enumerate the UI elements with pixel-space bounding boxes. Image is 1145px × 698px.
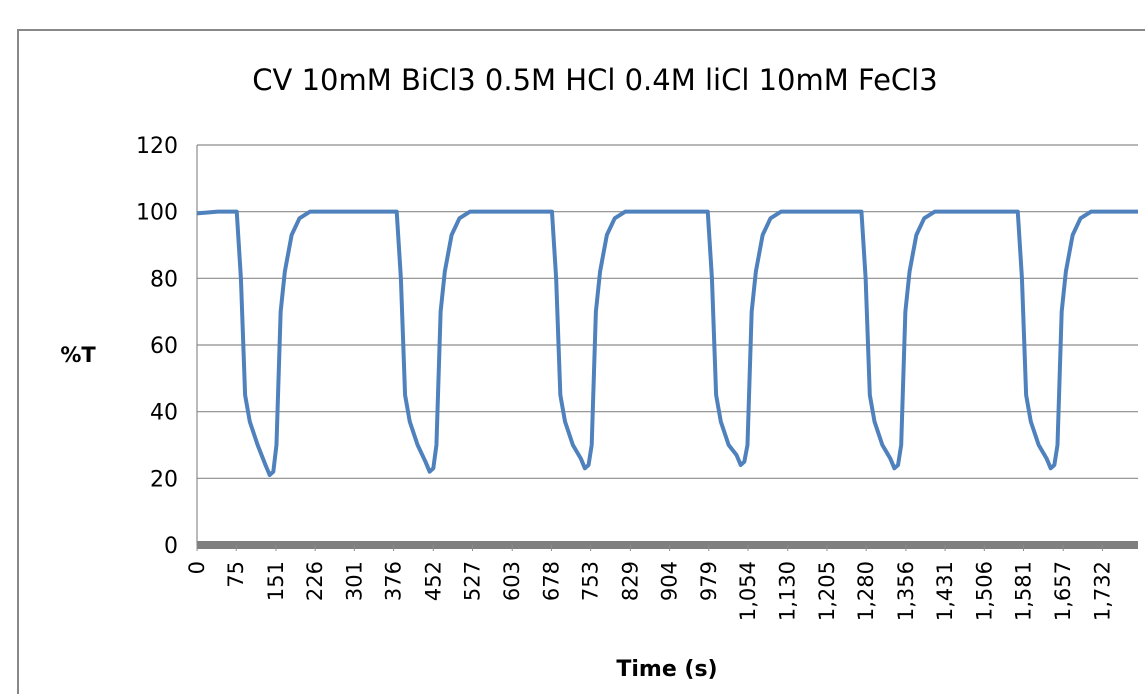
- x-tick-label: 1,581: [1012, 561, 1036, 621]
- x-tick-label: 1,205: [815, 561, 839, 621]
- y-tick-label: 100: [136, 201, 178, 226]
- x-tick-label: 753: [579, 561, 603, 601]
- x-tick-label: 1,732: [1090, 561, 1114, 621]
- x-tick-label: 527: [461, 561, 485, 601]
- y-tick-label: 40: [150, 401, 178, 426]
- x-tick-label: 75: [224, 561, 248, 588]
- x-axis-label: Time (s): [616, 657, 717, 682]
- x-tick-label: 678: [539, 561, 563, 601]
- x-tick-label: 452: [421, 561, 445, 601]
- y-tick-label: 60: [150, 334, 178, 359]
- chart-title: CV 10mM BiCl3 0.5M HCl 0.4M liCl 10mM Fe…: [252, 63, 937, 97]
- x-tick-label: 829: [618, 561, 642, 601]
- x-tick-label: 0: [185, 561, 209, 574]
- x-tick-label: 1,506: [972, 561, 996, 621]
- x-tick-label: 151: [264, 561, 288, 601]
- x-tick-label: 979: [697, 561, 721, 601]
- x-tick-label: 1,657: [1051, 561, 1075, 621]
- x-tick-label: 904: [658, 561, 682, 601]
- x-tick-label: 1,130: [776, 561, 800, 621]
- chart-border: [17, 29, 1145, 698]
- y-tick-label: 80: [150, 267, 178, 292]
- y-axis-label: %T: [60, 343, 96, 367]
- x-tick-label: 1,280: [854, 561, 878, 621]
- x-tick-label: 1,431: [933, 561, 957, 621]
- y-tick-label: 0: [164, 534, 178, 559]
- x-tick-label: 1,356: [894, 561, 918, 621]
- data-line: [196, 209, 1138, 477]
- x-tick-label: 603: [500, 561, 524, 601]
- x-tick-label: 1,054: [736, 561, 760, 621]
- x-tick-label: 226: [303, 561, 327, 601]
- y-tick-label: 20: [150, 467, 178, 492]
- x-tick-label: 376: [382, 561, 406, 601]
- x-tick-label: 301: [342, 561, 366, 601]
- y-tick-label: 120: [136, 134, 178, 159]
